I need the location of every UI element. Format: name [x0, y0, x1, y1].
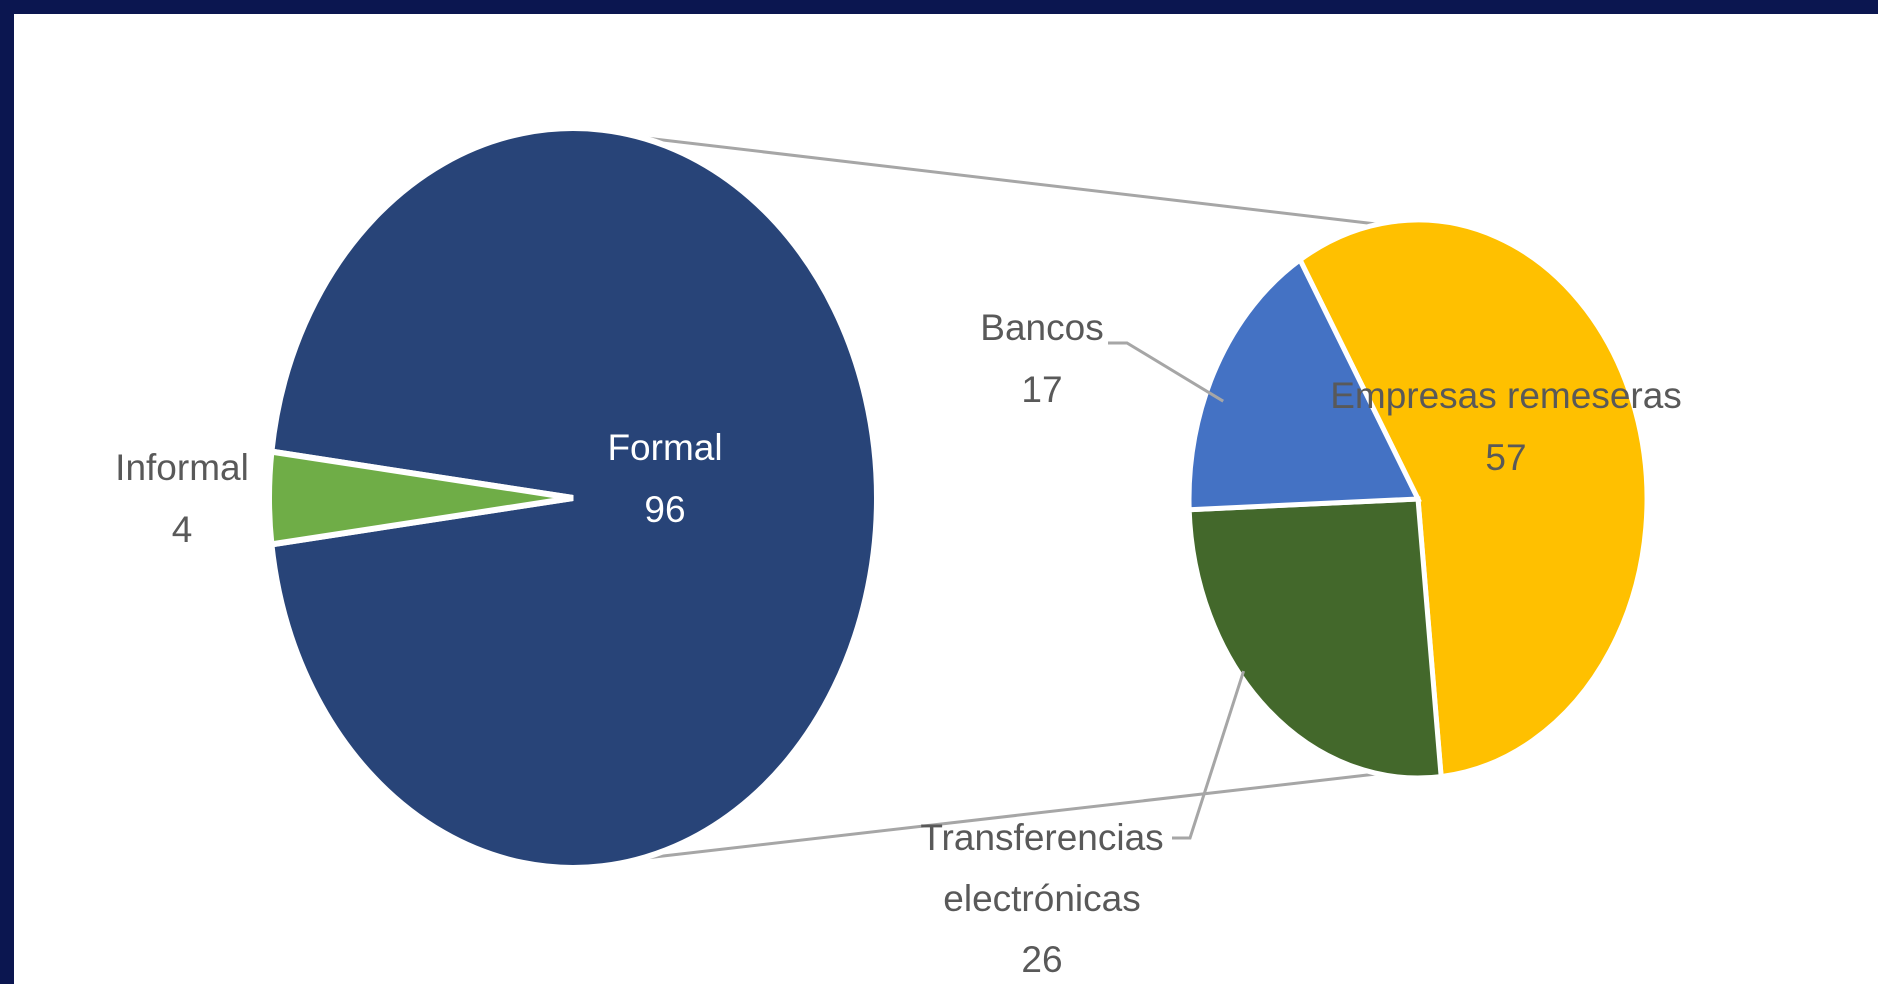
label-bancos-value: 17	[1021, 369, 1062, 410]
label-transferencias-name-line2: electrónicas	[943, 878, 1140, 919]
label-remeseras-value: 57	[1485, 437, 1526, 478]
label-informal-name: Informal	[115, 447, 249, 488]
connector-line-bottom	[641, 772, 1379, 861]
slice-transferencias-electronicas	[1186, 496, 1444, 781]
connector-lines	[641, 135, 1379, 861]
label-transferencias-value: 26	[1021, 939, 1062, 980]
slice-formal	[268, 125, 881, 871]
slice-informal	[266, 448, 574, 548]
leader-lines	[1108, 341, 1246, 840]
secondary-pie	[1186, 217, 1650, 781]
label-formal-value: 96	[644, 489, 685, 530]
label-informal-value: 4	[172, 509, 193, 550]
label-formal-name: Formal	[607, 427, 722, 468]
label-remeseras-name: Empresas remeseras	[1330, 375, 1682, 416]
main-pie	[266, 125, 881, 871]
slice-empresas-remeseras	[1296, 217, 1650, 780]
leader-line-transferencias	[1172, 670, 1246, 840]
leader-line-bancos	[1108, 341, 1224, 403]
connector-line-top	[641, 135, 1379, 226]
label-bancos-name: Bancos	[980, 307, 1103, 348]
slice-bancos	[1186, 256, 1422, 513]
label-transferencias-name-line1: Transferencias	[920, 817, 1163, 858]
